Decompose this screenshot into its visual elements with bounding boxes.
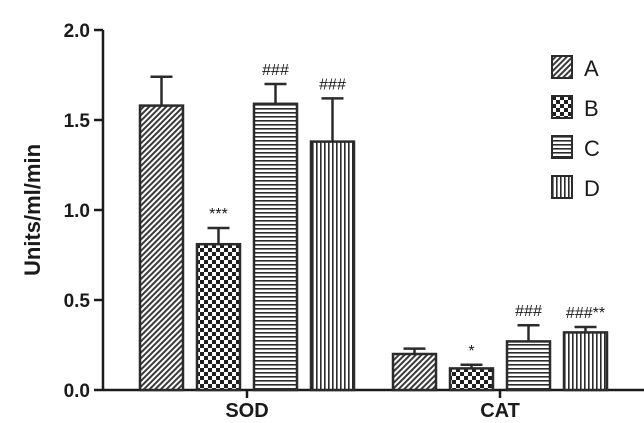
significance-annotation: ### [262,62,289,79]
bar-C-CAT [505,340,552,392]
significance-annotation: *** [209,206,228,223]
legend-swatch-C [551,135,573,159]
bar-D-CAT [562,331,609,392]
y-tick-label: 2.0 [64,21,90,42]
legend-swatch-B [551,95,573,119]
legend-label-B: B [584,96,599,121]
y-tick-label: 0.5 [64,291,91,312]
significance-annotation: * [468,343,474,360]
x-category-label: CAT [480,400,520,422]
legend-label-C: C [584,136,600,161]
bar-A-CAT [391,352,438,392]
bar-B-CAT [448,367,495,392]
bars: *** ### ### * ### ###** [138,62,609,392]
bar-D-SOD [309,140,356,392]
significance-annotation: ### [515,303,542,320]
y-ticks: 0.0 0.5 1.0 1.5 2.0 [64,21,103,402]
x-category-label: SOD [225,400,268,422]
legend-swatch-A [551,55,573,79]
y-axis-label: Units/ml/min [20,144,45,276]
significance-annotation: ### [319,76,346,93]
bar-A-SOD [138,104,185,392]
legend-label-A: A [584,56,599,81]
legend-label-D: D [584,176,600,201]
legend-swatch-D [551,175,573,199]
bar-B-SOD [195,242,242,392]
y-tick-label: 0.0 [64,381,90,402]
y-tick-label: 1.5 [64,111,91,132]
y-tick-label: 1.0 [64,201,90,222]
significance-annotation: ###** [566,305,605,322]
bar-C-SOD [252,102,299,392]
x-axis: SOD CAT [103,388,644,422]
y-axis: 0.0 0.5 1.0 1.5 2.0 [64,21,105,402]
x-category-ticks: SOD CAT [225,390,520,422]
